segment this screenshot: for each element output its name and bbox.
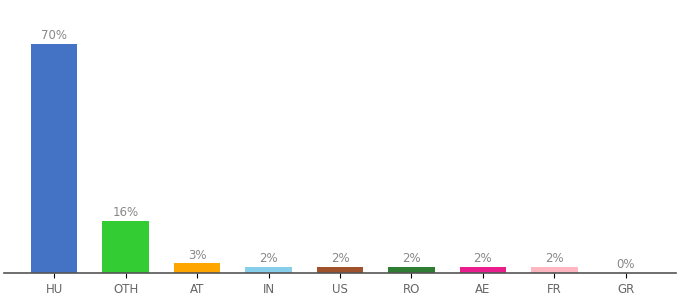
Text: 2%: 2% [545, 252, 564, 265]
Text: 70%: 70% [41, 29, 67, 42]
Text: 2%: 2% [259, 252, 278, 265]
Text: 0%: 0% [617, 259, 635, 272]
Bar [317, 267, 363, 273]
Bar [460, 267, 506, 273]
Bar [174, 263, 220, 273]
Bar [103, 220, 149, 273]
Text: 16%: 16% [113, 206, 139, 219]
Text: 2%: 2% [402, 252, 421, 265]
Text: 2%: 2% [330, 252, 350, 265]
Bar [531, 267, 577, 273]
Bar [31, 44, 78, 273]
Text: 2%: 2% [473, 252, 492, 265]
Bar [245, 267, 292, 273]
Bar [388, 267, 435, 273]
Text: 3%: 3% [188, 249, 206, 262]
